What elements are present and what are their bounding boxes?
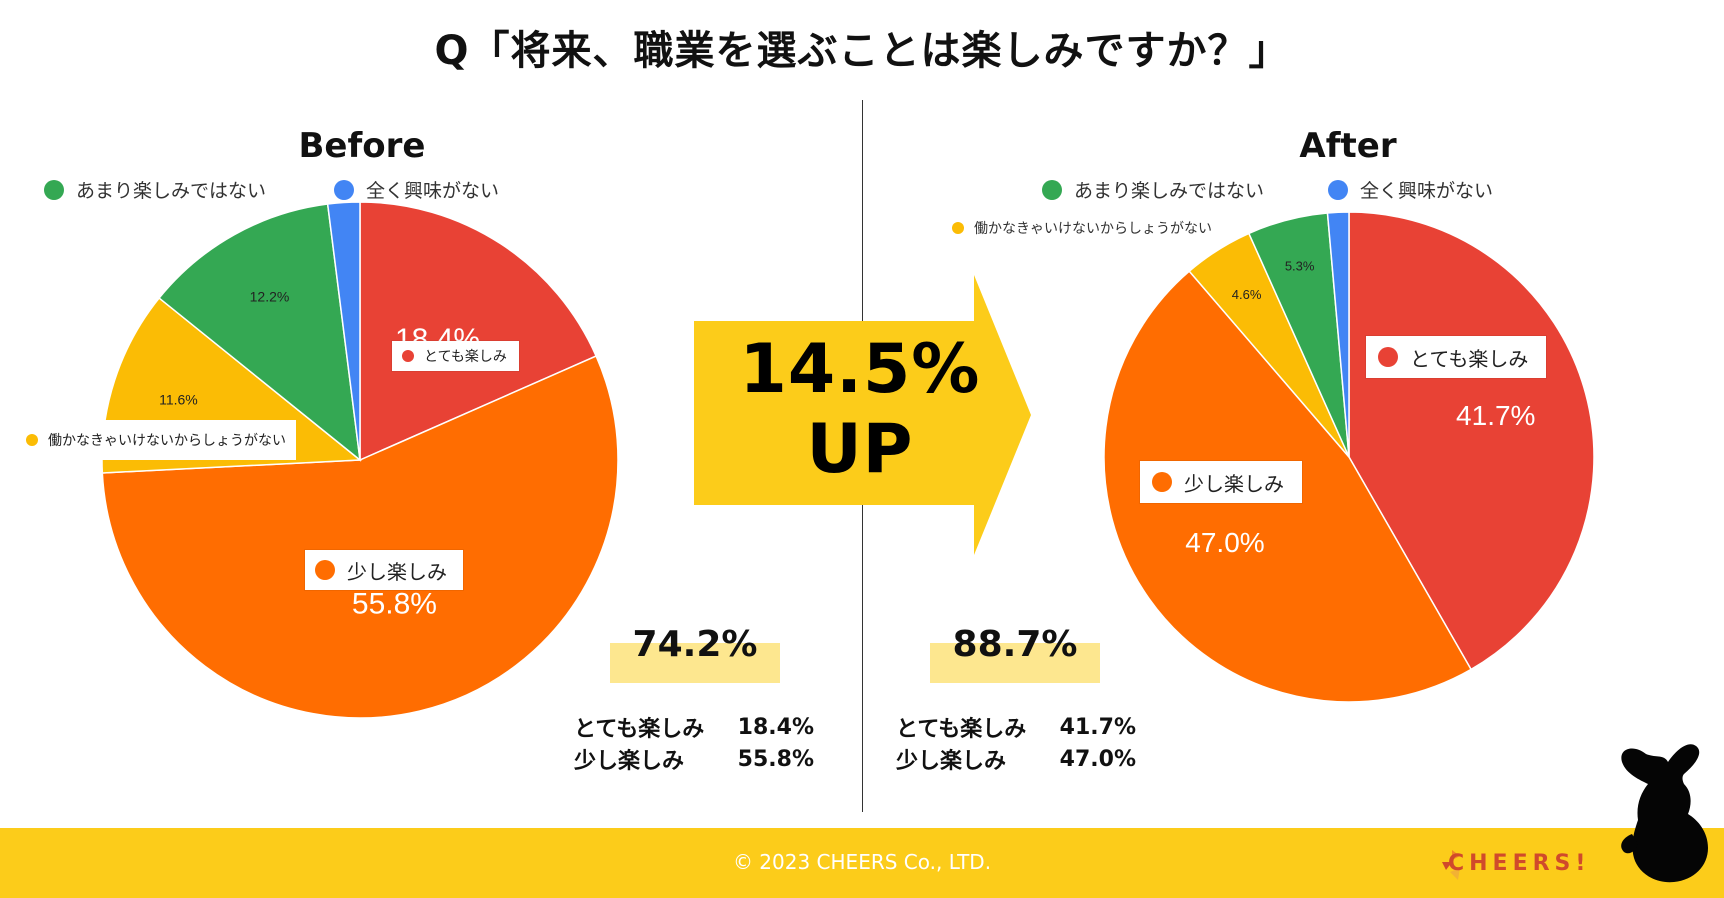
chip-label: 少し楽しみ [347,559,447,584]
detail-label: 少し楽しみ [896,749,1007,774]
slice-data-label: 47.0% [1185,527,1264,558]
must-dot-icon [952,222,964,234]
before-legend-not-really: あまり楽しみではない [44,176,266,203]
after-detail: とても楽しみ 41.7% 少し楽しみ 47.0% [896,711,1136,775]
slice-data-label: 12.2% [250,288,290,304]
legend-label: あまり楽しみではない [76,180,267,202]
detail-value: 55.8% [737,746,814,772]
before-legend-must: 働かなきゃいけないからしょうがない [18,420,296,460]
after-legend-not-really: あまり楽しみではない [1042,176,1264,203]
brand-logo: CHEERS! [1448,851,1591,876]
chip-label: 少し楽しみ [1184,471,1284,496]
detail-row: とても楽しみ 41.7% [896,711,1136,743]
chip-label: とても楽しみ [1410,346,1529,371]
rabbit-icon [1621,744,1708,883]
increase-label: UP [806,410,914,490]
legend-label: 全く興味がない [1360,180,1494,202]
before-total: 74.2% [610,627,780,683]
brand-mark-icon [1442,850,1460,880]
pie-slice [1348,211,1595,671]
page-title: Q「将来、職業を選ぶことは楽しみですか？」 [434,28,1290,74]
after-pie-chart: 41.7% 47.0% 4.6% 5.3% [1103,211,1595,703]
detail-label: とても楽しみ [574,717,705,742]
after-legend-no-interest: 全く興味がない [1328,176,1493,203]
up-arrow-icon [694,275,1031,555]
very-dot-icon [402,350,414,362]
after-title: After [1299,126,1397,166]
legend-label: あまり楽しみではない [1074,180,1265,202]
before-legend-no-interest: 全く興味がない [334,176,499,203]
detail-row: とても楽しみ 18.4% [574,711,814,743]
must-dot-icon [26,434,38,446]
increase-value: 14.5% [739,330,981,409]
slice-data-label: 55.8% [352,588,437,621]
no-interest-dot-icon [1328,179,1348,200]
footer-banner [0,828,1724,898]
detail-label: 少し楽しみ [574,749,685,774]
before-pie-chart: 18.4%55.8%11.6%12.2% [101,201,619,719]
detail-row: 少し楽しみ 55.8% [574,743,814,775]
before-total-value: 74.2% [632,624,758,665]
after-chip-little: 少し楽しみ [1140,461,1302,503]
before-title: Before [298,126,426,166]
before-detail: とても楽しみ 18.4% 少し楽しみ 55.8% [574,711,814,775]
not-really-dot-icon [44,179,64,200]
slice-data-label: 41.7% [1456,400,1535,431]
not-really-dot-icon [1042,179,1062,200]
before-chip-very: とても楽しみ [392,341,519,371]
detail-value: 47.0% [1059,746,1136,772]
little-dot-icon [315,560,335,580]
detail-row: 少し楽しみ 47.0% [896,743,1136,775]
slice-data-label: 11.6% [159,392,198,408]
pie-slice [101,355,619,719]
detail-value: 41.7% [1059,714,1136,740]
before-chip-little: 少し楽しみ [305,550,463,590]
no-interest-dot-icon [334,179,354,200]
slice-data-label: 4.6% [1232,287,1262,302]
pie-slice [359,201,598,462]
pie-slice [1326,211,1350,458]
pie-slice [158,203,361,462]
detail-value: 18.4% [737,714,814,740]
little-dot-icon [1152,472,1172,492]
pie-slice [326,201,361,461]
slice-data-label: 5.3% [1285,259,1315,274]
after-total: 88.7% [930,627,1100,683]
legend-label: 働かなきゃいけないからしょうがない [48,433,286,449]
detail-label: とても楽しみ [896,717,1027,742]
legend-label: 働かなきゃいけないからしょうがない [974,221,1212,237]
very-dot-icon [1378,347,1398,367]
copyright: © 2023 CHEERS Co., LTD. [732,850,992,874]
after-total-value: 88.7% [952,624,1078,665]
increase-callout: 14.5% UP [695,330,1025,490]
after-legend-must: 働かなきゃいけないからしょうがない [952,218,1212,238]
after-chip-very: とても楽しみ [1366,336,1547,378]
chip-label: とても楽しみ [424,349,507,365]
legend-label: 全く興味がない [366,180,500,202]
